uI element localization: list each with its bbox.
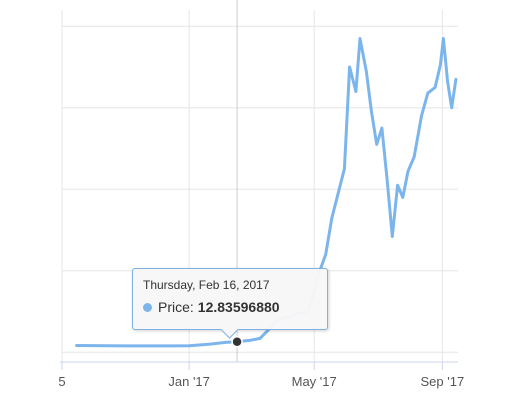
x-axis: 5 Jan '17 May '17 Sep '17 — [58, 361, 465, 389]
x-tick-label: May '17 — [292, 374, 337, 389]
hover-point-marker — [231, 336, 243, 348]
tooltip-date: Thursday, Feb 16, 2017 — [143, 278, 270, 292]
x-tick-label: Jan '17 — [168, 374, 210, 389]
marker-layer — [231, 336, 243, 348]
chart-tooltip: Thursday, Feb 16, 2017 Price: 12.8359688… — [132, 268, 328, 330]
tooltip-row: Price: 12.83596880 — [143, 299, 280, 315]
x-tick-label: 5 — [58, 374, 65, 389]
grid-layer — [61, 10, 458, 362]
x-tick-label: Sep '17 — [421, 374, 465, 389]
tooltip-series-label: Price: — [158, 299, 194, 315]
tooltip-value: 12.83596880 — [197, 299, 280, 315]
series-color-dot-icon — [143, 302, 152, 312]
